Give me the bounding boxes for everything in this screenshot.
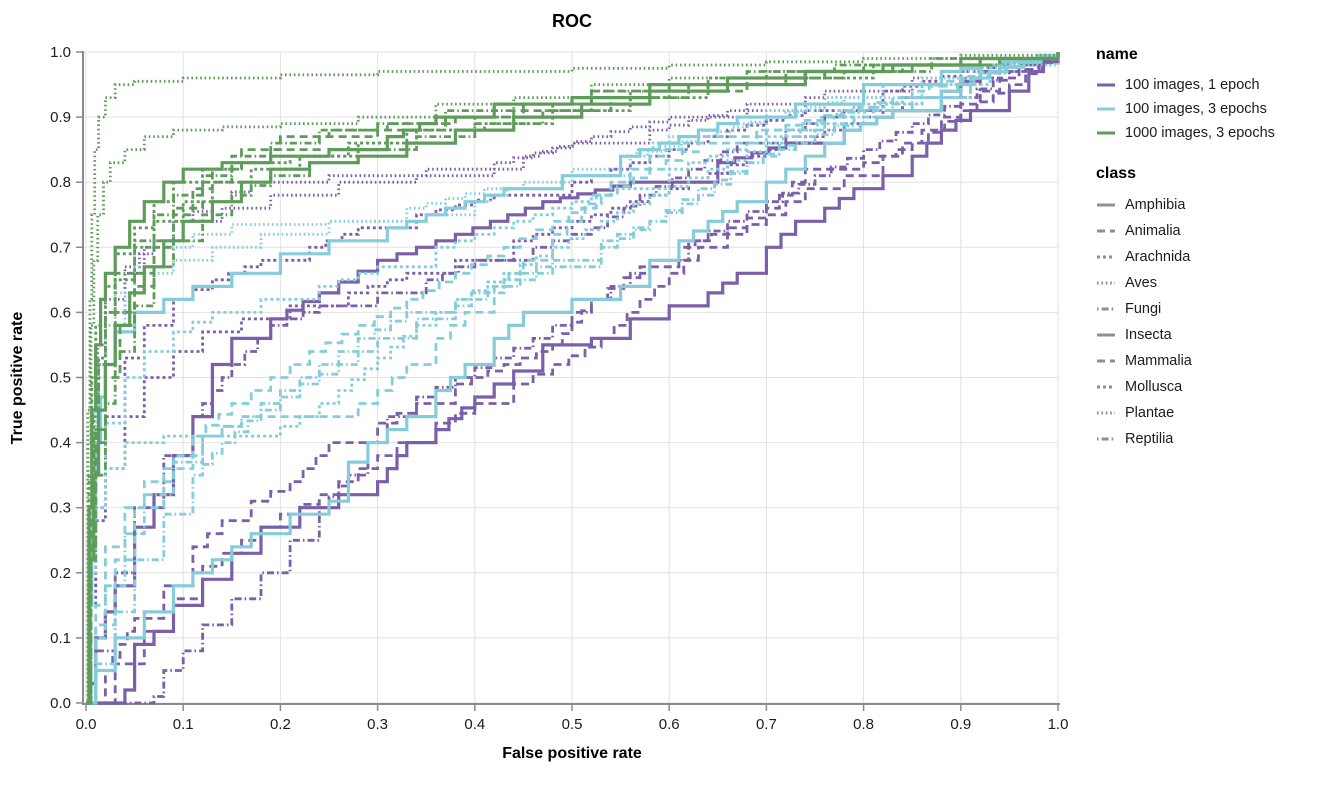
y-tick-label: 0.8 (50, 174, 71, 191)
legend-label: Animalia (1125, 223, 1181, 239)
legend-swatch-line (1097, 333, 1115, 337)
y-tick-label: 0.2 (50, 565, 71, 582)
roc-curve-1000-images-3-epochs-aves (86, 52, 1060, 705)
y-axis-title: True positive rate (9, 312, 26, 445)
legend-item-class: Mollusca (1096, 374, 1334, 400)
roc-curves (86, 52, 1060, 705)
roc-curve-100-images-3-epochs-animalia (86, 52, 1060, 705)
legend-item-model: 1000 images, 3 epochs (1096, 121, 1334, 145)
roc-curve-1000-images-3-epochs-amphibia (86, 52, 1060, 705)
y-tick-label: 0.3 (50, 500, 71, 517)
legend-class-items: Amphibia Animalia Arachnida Aves Fungi Insect… (1096, 192, 1334, 452)
roc-curve-100-images-3-epochs-aves (86, 52, 1060, 705)
x-axis-title: False positive rate (502, 745, 642, 762)
roc-curve-100-images-1-epoch-arachnida (86, 52, 1060, 705)
x-tick-label: 0.7 (756, 716, 777, 733)
roc-curve-1000-images-3-epochs-plantae (86, 52, 1060, 705)
legend-item-class: Animalia (1096, 218, 1334, 244)
legend-swatch-line (1097, 203, 1115, 207)
x-tick-label: 1.0 (1048, 716, 1069, 733)
legend-swatch-line (1097, 83, 1115, 87)
roc-curve-100-images-3-epochs-reptilia (86, 52, 1060, 705)
legend-label: Aves (1125, 275, 1157, 291)
legend-item-model: 100 images, 3 epochs (1096, 97, 1334, 121)
y-tick-label: 0.6 (50, 304, 71, 321)
y-tick-label: 0.0 (50, 695, 71, 712)
legend-item-class: Reptilia (1096, 426, 1334, 452)
x-tick-label: 0.5 (562, 716, 583, 733)
legend-item-class: Amphibia (1096, 192, 1334, 218)
legend: name 100 images, 1 epoch 100 images, 3 ep… (1096, 46, 1334, 452)
legend-item-class: Arachnida (1096, 244, 1334, 270)
legend-swatch-line (1097, 255, 1115, 259)
x-tick-label: 0.1 (173, 716, 194, 733)
roc-curve-100-images-1-epoch-animalia (86, 52, 1060, 705)
legend-name-items: 100 images, 1 epoch 100 images, 3 epochs 1… (1096, 73, 1334, 145)
roc-curve-1000-images-3-epochs-mammalia (86, 52, 1060, 705)
roc-curve-100-images-3-epochs-mammalia (86, 52, 1060, 705)
roc-curve-100-images-3-epochs-insecta (86, 52, 1060, 705)
legend-label: 1000 images, 3 epochs (1125, 125, 1275, 141)
legend-item-class: Plantae (1096, 400, 1334, 426)
x-tick-label: 0.2 (270, 716, 291, 733)
legend-label: Mollusca (1125, 379, 1183, 395)
roc-curve-100-images-1-epoch-insecta (86, 52, 1060, 705)
legend-label: Reptilia (1125, 431, 1174, 447)
roc-curve-100-images-1-epoch-reptilia (86, 52, 1060, 705)
legend-label: 100 images, 3 epochs (1125, 101, 1267, 117)
x-tick-label: 0.4 (464, 716, 485, 733)
legend-swatch-line (1097, 385, 1115, 389)
y-tick-label: 0.5 (50, 370, 71, 387)
roc-curve-100-images-3-epochs-arachnida (86, 52, 1060, 705)
legend-label: Arachnida (1125, 249, 1191, 265)
legend-swatch-line (1097, 359, 1115, 363)
y-tick-label: 0.7 (50, 239, 71, 256)
y-tick-label: 0.1 (50, 630, 71, 647)
legend-swatch-line (1097, 307, 1115, 311)
y-tick-label: 0.4 (50, 435, 71, 452)
legend-item-class: Fungi (1096, 296, 1334, 322)
chart-title: ROC (552, 11, 592, 31)
roc-curve-100-images-3-epochs-plantae (86, 52, 1060, 705)
x-tick-label: 0.9 (950, 716, 971, 733)
legend-label: Amphibia (1125, 197, 1186, 213)
legend-label: Fungi (1125, 301, 1162, 317)
roc-curve-100-images-1-epoch-mollusca (86, 52, 1060, 705)
roc-curve-1000-images-3-epochs-reptilia (86, 52, 1060, 705)
roc-curve-100-images-3-epochs-mollusca (86, 52, 1060, 705)
x-tick-label: 0.6 (659, 716, 680, 733)
x-tick-label: 0.8 (853, 716, 874, 733)
x-tick-label: 0.3 (367, 716, 388, 733)
legend-item-class: Insecta (1096, 322, 1334, 348)
legend-swatch-line (1097, 437, 1115, 441)
axes: 0.0 0.1 0.2 0.3 0.4 0.5 0.6 0.7 0.8 0.9 1.0 0.0 0.1 0… (50, 44, 1068, 733)
legend-swatch-line (1097, 131, 1115, 135)
legend-label: Insecta (1125, 327, 1172, 343)
legend-swatch-line (1097, 411, 1115, 415)
legend-swatch-line (1097, 107, 1115, 111)
legend-name-title: name (1096, 46, 1138, 63)
legend-label: Plantae (1125, 405, 1175, 421)
legend-item-class: Aves (1096, 270, 1334, 296)
legend-label: 100 images, 1 epoch (1125, 77, 1260, 93)
legend-class-title: class (1096, 165, 1137, 182)
x-tick-label: 0.0 (76, 716, 97, 733)
legend-swatch-line (1097, 281, 1115, 285)
legend-item-class: Mammalia (1096, 348, 1334, 374)
legend-item-model: 100 images, 1 epoch (1096, 73, 1334, 97)
y-tick-label: 0.9 (50, 109, 71, 126)
legend-swatch-line (1097, 229, 1115, 233)
roc-curve-1000-images-3-epochs-animalia (86, 52, 1060, 705)
y-tick-label: 1.0 (50, 44, 71, 61)
legend-label: Mammalia (1125, 353, 1192, 369)
